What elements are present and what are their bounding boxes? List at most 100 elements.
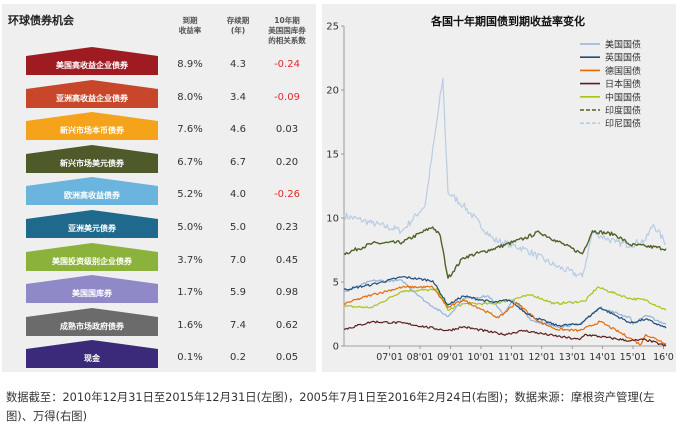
bond-row: 美国国库券 1.7% 5.9 0.98 [2,274,316,304]
bond-row: 亚洲美元债券 5.0% 5.0 0.23 [2,209,316,239]
value-yield: 0.1% [177,352,203,364]
x-tick-label: 10'01 [468,352,495,363]
value-yield: 8.0% [177,91,203,103]
row-arrow-shape [26,177,158,206]
bond-row: 欧洲高收益债券 5.2% 4.0 -0.26 [2,176,316,206]
value-yield: 1.7% [177,287,203,299]
header-correlation: 10年期 美国国库券 的相关系数 [268,16,306,45]
value-yield: 1.6% [177,319,203,331]
bond-label: 新兴市场美元债券 [60,158,124,168]
yield-chart-panel: 各国十年期国债到期收益率变化 0 5 10 15 20 25 07'01 08'01 09'0… [322,4,676,372]
y-tick-label: 10 [326,214,339,225]
value-duration: 4.3 [230,59,246,70]
x-tick-label: 08'01 [407,352,434,363]
value-corr: -0.24 [274,59,300,70]
row-arrow-shape [26,210,158,238]
series-line [343,286,667,311]
value-yield: 7.6% [177,124,203,136]
header-yield: 到期 收益率 [178,16,202,35]
header-duration: 存续期 (年) [226,16,250,35]
legend-label: 英国国债 [605,52,641,64]
y-tick-label: 0 [333,342,339,353]
series-line [343,320,667,347]
bond-label: 现金 [84,354,100,364]
row-arrow-shape [26,112,158,141]
value-corr: -0.26 [274,189,300,201]
row-arrow-shape [26,79,158,108]
legend-label: 美国国债 [605,39,641,51]
row-arrow-shape [26,242,158,271]
value-yield: 5.0% [177,222,203,233]
series-line [343,77,667,278]
legend-label: 德国国债 [605,65,641,77]
y-tick-label: 15 [326,150,339,161]
row-arrow-shape [26,307,158,336]
value-yield: 8.9% [177,59,203,70]
value-corr: 0.23 [275,222,299,233]
value-duration: 4.0 [230,189,246,201]
series-line [343,285,667,346]
bond-row: 现金 0.1% 0.2 0.05 [2,339,316,369]
series-line [343,226,667,279]
y-tick-label: 25 [326,22,339,33]
x-tick-label: 14'01 [589,352,616,363]
x-ticks: 07'01 08'01 09'01 10'01 11'01 12'01 13'01 14'01… [376,346,674,363]
x-tick-label: 16'0 [653,352,674,363]
x-tick-label: 13'01 [559,352,586,363]
bond-label: 成熟市场政府债券 [60,321,124,331]
value-duration: 6.7 [230,156,246,168]
chart-title: 各国十年期国债到期收益率变化 [430,14,585,28]
row-arrow-shape [26,275,158,304]
series-line [343,279,667,329]
value-corr: 0.20 [275,156,299,168]
value-duration: 5.0 [230,222,246,233]
bond-label: 亚洲高收益企业债券 [56,93,128,103]
value-duration: 7.0 [230,254,246,266]
value-duration: 4.6 [230,124,246,136]
panel-title: 环球债券机会 [8,14,74,27]
y-tick-label: 5 [333,278,339,289]
bond-row: 新兴市场美元债券 6.7% 6.7 0.20 [2,144,316,174]
value-corr: 0.03 [275,124,299,136]
series-lines [343,77,667,347]
bond-row: 成熟市场政府债券 1.6% 7.4 0.62 [2,307,316,337]
value-yield: 3.7% [177,254,203,266]
bond-opportunities-panel: 环球债券机会 到期 收益率 存续期 (年) 10年期 美国国库券 的相关系数 美… [2,4,316,372]
bond-row: 新兴市场本币债券 7.6% 4.6 0.03 [2,111,316,141]
bond-row: 美国投资级别企业债券 3.7% 7.0 0.45 [2,242,316,272]
x-tick-label: 12'01 [528,352,555,363]
value-duration: 0.2 [230,352,246,364]
bond-row: 亚洲高收益企业债券 8.0% 3.4 -0.09 [2,79,316,109]
bond-label: 亚洲美元债券 [68,224,116,233]
row-arrow-shape [26,47,158,75]
bond-row: 美国高收益企业债券 8.9% 4.3 -0.24 [2,46,316,76]
x-tick-label: 09'01 [437,352,464,363]
value-corr: 0.98 [275,287,299,299]
x-tick-label: 15'01 [620,352,647,363]
value-corr: 0.62 [275,319,299,331]
yield-line-chart: 各国十年期国债到期收益率变化 0 5 10 15 20 25 07'01 08'01 09'0… [326,14,674,363]
value-duration: 7.4 [230,319,246,331]
x-tick-label: 07'01 [376,352,403,363]
bond-label: 新兴市场本币债券 [60,126,124,136]
bond-label: 美国高收益企业债券 [56,61,128,70]
series-line [343,276,667,329]
value-duration: 3.4 [230,91,246,103]
row-arrow-shape [26,340,158,369]
bond-label: 欧洲高收益债券 [64,191,120,201]
value-corr: -0.09 [274,91,300,103]
row-arrow-shape [26,144,158,173]
legend-label: 中国国债 [605,91,641,103]
bond-label: 美国国库券 [72,289,112,299]
source-caption: 数据截至：2010年12月31日至2015年12月31日(左图)，2005年7月… [6,391,655,423]
y-tick-label: 20 [326,86,339,97]
value-corr: 0.45 [275,254,299,266]
y-ticks: 0 5 10 15 20 25 [326,22,344,353]
bond-label: 美国投资级别企业债券 [52,256,132,266]
legend-label: 印尼国债 [605,118,641,130]
x-tick-label: 11'01 [498,352,525,363]
value-corr: 0.05 [275,352,299,364]
legend-label: 印度国债 [605,105,641,117]
